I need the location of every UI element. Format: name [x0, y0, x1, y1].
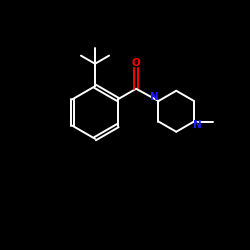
- Text: N: N: [194, 120, 202, 130]
- Text: O: O: [132, 58, 140, 68]
- Text: N: N: [150, 92, 159, 102]
